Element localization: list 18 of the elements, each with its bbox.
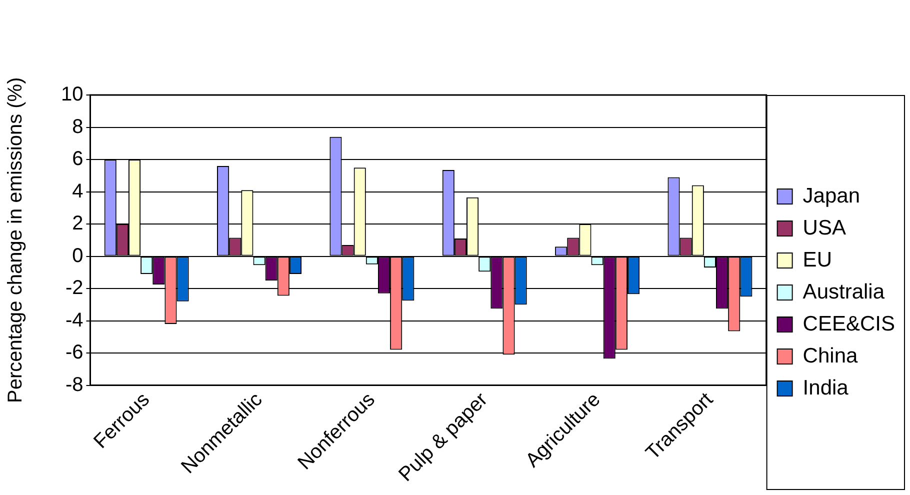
legend-label: China: [802, 344, 858, 368]
y-tick-label: -6: [65, 342, 84, 364]
y-tick-label: -2: [65, 277, 84, 300]
y-axis-title: Percentage change in emissions (%): [4, 77, 27, 403]
y-tick-label: 6: [72, 148, 84, 170]
y-tick-label: 8: [72, 116, 84, 138]
legend-label: India: [802, 376, 849, 400]
y-tick-label: -4: [65, 309, 84, 332]
y-tick-label: 0: [72, 244, 84, 267]
legend-label: USA: [802, 216, 846, 240]
legend-label: Japan: [802, 184, 860, 208]
y-tick-label: -8: [65, 374, 84, 396]
legend-label: EU: [802, 248, 832, 272]
y-tick-label: 4: [72, 180, 84, 202]
legend-label: Australia: [802, 280, 885, 304]
legend-label: CEE&CIS: [802, 312, 896, 336]
y-tick-label: 2: [72, 212, 84, 235]
y-tick-label: 10: [60, 84, 84, 106]
